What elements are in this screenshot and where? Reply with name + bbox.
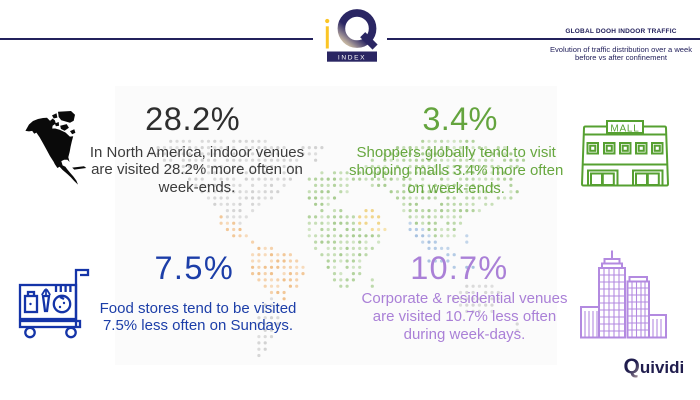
svg-text:INDEX: INDEX [338, 54, 366, 61]
svg-text:MALL: MALL [610, 124, 639, 135]
